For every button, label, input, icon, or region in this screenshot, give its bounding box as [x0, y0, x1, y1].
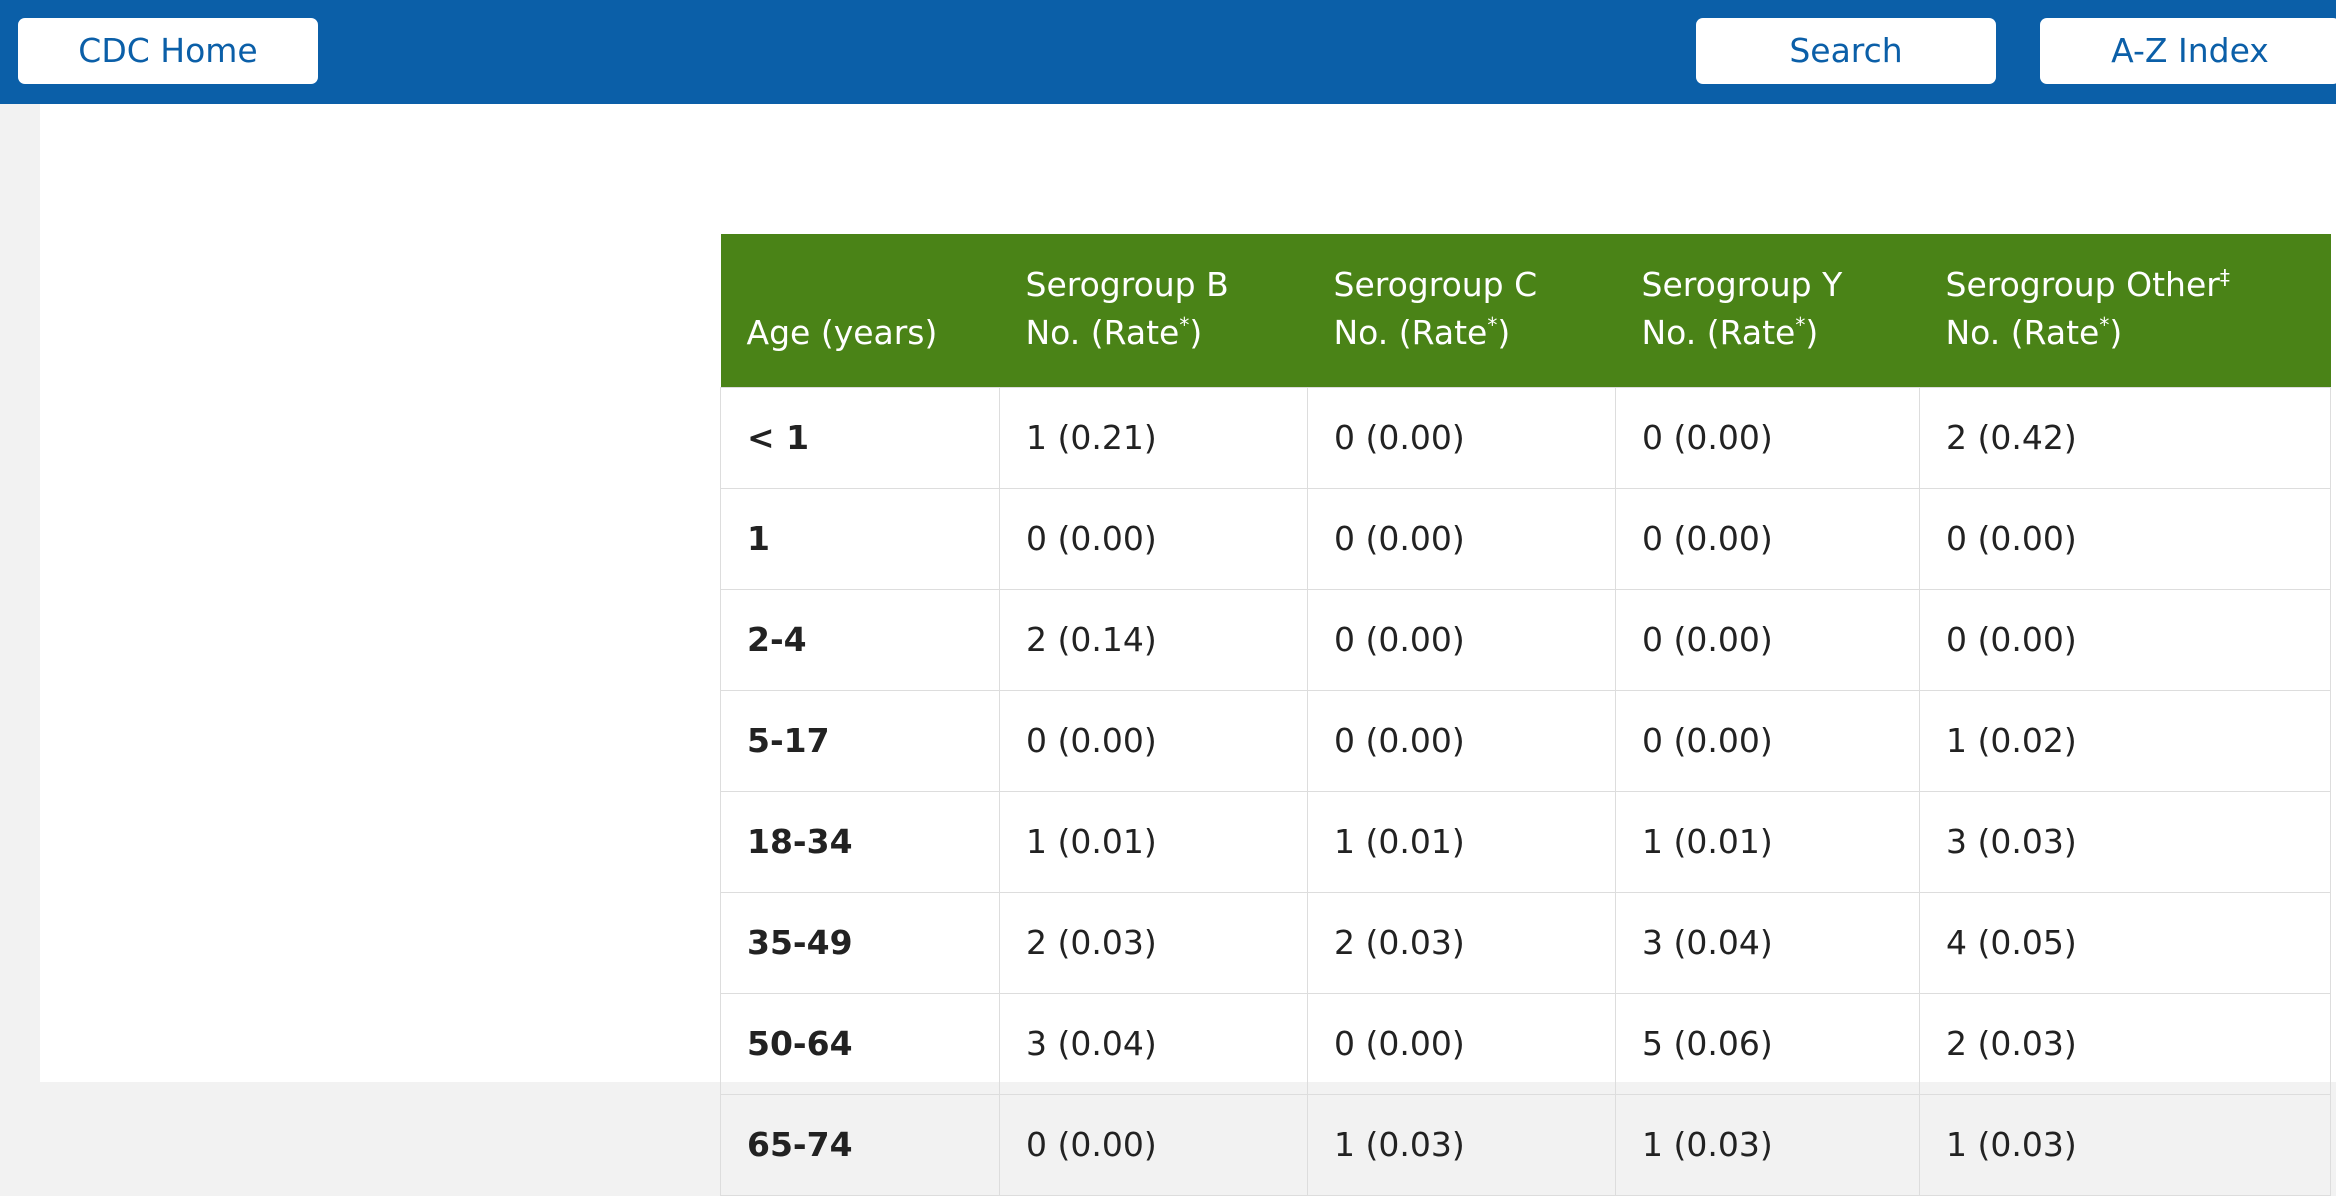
header-serogroup-other: Serogroup Other‡ No. (Rate*)	[1919, 234, 2331, 387]
table-row: 50-64 3 (0.04) 0 (0.00) 5 (0.06) 2 (0.03…	[720, 992, 2331, 1095]
table-row: 65-74 0 (0.00) 1 (0.03) 1 (0.03) 1 (0.03…	[720, 1093, 2331, 1196]
main-content: Age (years) Serogroup B No. (Rate*) Sero…	[40, 104, 2336, 1196]
table-header-row: Age (years) Serogroup B No. (Rate*) Sero…	[720, 234, 2331, 387]
serogroup-b-cell: 0 (0.00)	[999, 1093, 1308, 1196]
age-cell: 1	[720, 487, 1000, 590]
serogroup-b-cell: 2 (0.14)	[999, 588, 1308, 691]
serogroup-other-cell: 0 (0.00)	[1919, 588, 2331, 691]
serogroup-c-cell: 1 (0.01)	[1307, 790, 1616, 893]
serogroup-other-cell: 2 (0.42)	[1919, 386, 2331, 489]
serogroup-other-cell: 3 (0.03)	[1919, 790, 2331, 893]
table-row: 5-17 0 (0.00) 0 (0.00) 0 (0.00) 1 (0.02)	[720, 689, 2331, 792]
header-serogroup-c-sub: No. (Rate	[1333, 312, 1488, 352]
age-cell: 5-17	[720, 689, 1000, 792]
serogroup-other-cell: 0 (0.00)	[1919, 487, 2331, 590]
age-cell: 50-64	[720, 992, 1000, 1095]
header-close-paren: )	[2109, 312, 2123, 352]
serogroup-b-cell: 2 (0.03)	[999, 891, 1308, 994]
age-cell: 2-4	[720, 588, 1000, 691]
serogroup-y-cell: 3 (0.04)	[1615, 891, 1920, 994]
age-cell: 18-34	[720, 790, 1000, 893]
serogroup-b-cell: 1 (0.21)	[999, 386, 1308, 489]
header-age: Age (years)	[720, 234, 1000, 387]
serogroup-c-cell: 0 (0.00)	[1307, 386, 1616, 489]
serogroup-c-cell: 0 (0.00)	[1307, 487, 1616, 590]
other-footnote-mark: ‡	[2219, 264, 2230, 289]
search-button[interactable]: Search	[1696, 18, 1996, 84]
header-age-label: Age (years)	[746, 312, 938, 352]
serogroup-other-cell: 4 (0.05)	[1919, 891, 2331, 994]
serogroup-c-cell: 0 (0.00)	[1307, 992, 1616, 1095]
rate-footnote-mark: *	[1487, 312, 1498, 337]
serogroup-b-cell: 1 (0.01)	[999, 790, 1308, 893]
serogroup-y-cell: 5 (0.06)	[1615, 992, 1920, 1095]
rate-footnote-mark: *	[2099, 312, 2110, 337]
age-cell: 65-74	[720, 1093, 1000, 1196]
header-serogroup-other-title: Serogroup Other	[1945, 264, 2220, 304]
cdc-home-button[interactable]: CDC Home	[18, 18, 318, 84]
header-close-paren: )	[1189, 312, 1203, 352]
header-serogroup-other-sub: No. (Rate	[1945, 312, 2100, 352]
serogroup-y-cell: 0 (0.00)	[1615, 487, 1920, 590]
table-row: 2-4 2 (0.14) 0 (0.00) 0 (0.00) 0 (0.00)	[720, 588, 2331, 691]
serogroup-b-cell: 0 (0.00)	[999, 689, 1308, 792]
table-row: 1 0 (0.00) 0 (0.00) 0 (0.00) 0 (0.00)	[720, 487, 2331, 590]
header-serogroup-c-title: Serogroup C	[1333, 264, 1538, 304]
serogroup-y-cell: 0 (0.00)	[1615, 689, 1920, 792]
header-serogroup-y-sub: No. (Rate	[1641, 312, 1796, 352]
serogroup-other-cell: 1 (0.03)	[1919, 1093, 2331, 1196]
serogroup-b-cell: 0 (0.00)	[999, 487, 1308, 590]
rate-footnote-mark: *	[1795, 312, 1806, 337]
top-navigation-bar: CDC Home Search A-Z Index	[0, 0, 2336, 104]
table-row: < 1 1 (0.21) 0 (0.00) 0 (0.00) 2 (0.42)	[720, 386, 2331, 489]
serogroup-c-cell: 0 (0.00)	[1307, 689, 1616, 792]
header-serogroup-y: Serogroup Y No. (Rate*)	[1615, 234, 1920, 387]
serogroup-y-cell: 1 (0.01)	[1615, 790, 1920, 893]
serogroup-y-cell: 0 (0.00)	[1615, 588, 1920, 691]
serogroup-age-table: Age (years) Serogroup B No. (Rate*) Sero…	[720, 234, 2331, 1196]
header-serogroup-b-sub: No. (Rate	[1025, 312, 1180, 352]
age-cell: < 1	[720, 386, 1000, 489]
table-row: 35-49 2 (0.03) 2 (0.03) 3 (0.04) 4 (0.05…	[720, 891, 2331, 994]
header-serogroup-b: Serogroup B No. (Rate*)	[999, 234, 1308, 387]
serogroup-other-cell: 2 (0.03)	[1919, 992, 2331, 1095]
serogroup-y-cell: 1 (0.03)	[1615, 1093, 1920, 1196]
age-cell: 35-49	[720, 891, 1000, 994]
serogroup-b-cell: 3 (0.04)	[999, 992, 1308, 1095]
serogroup-c-cell: 1 (0.03)	[1307, 1093, 1616, 1196]
header-serogroup-b-title: Serogroup B	[1025, 264, 1229, 304]
table-row: 18-34 1 (0.01) 1 (0.01) 1 (0.01) 3 (0.03…	[720, 790, 2331, 893]
serogroup-y-cell: 0 (0.00)	[1615, 386, 1920, 489]
serogroup-other-cell: 1 (0.02)	[1919, 689, 2331, 792]
serogroup-c-cell: 0 (0.00)	[1307, 588, 1616, 691]
rate-footnote-mark: *	[1179, 312, 1190, 337]
header-close-paren: )	[1497, 312, 1511, 352]
header-serogroup-y-title: Serogroup Y	[1641, 264, 1843, 304]
serogroup-c-cell: 2 (0.03)	[1307, 891, 1616, 994]
a-z-index-button[interactable]: A-Z Index	[2040, 18, 2336, 84]
header-close-paren: )	[1805, 312, 1819, 352]
header-serogroup-c: Serogroup C No. (Rate*)	[1307, 234, 1616, 387]
